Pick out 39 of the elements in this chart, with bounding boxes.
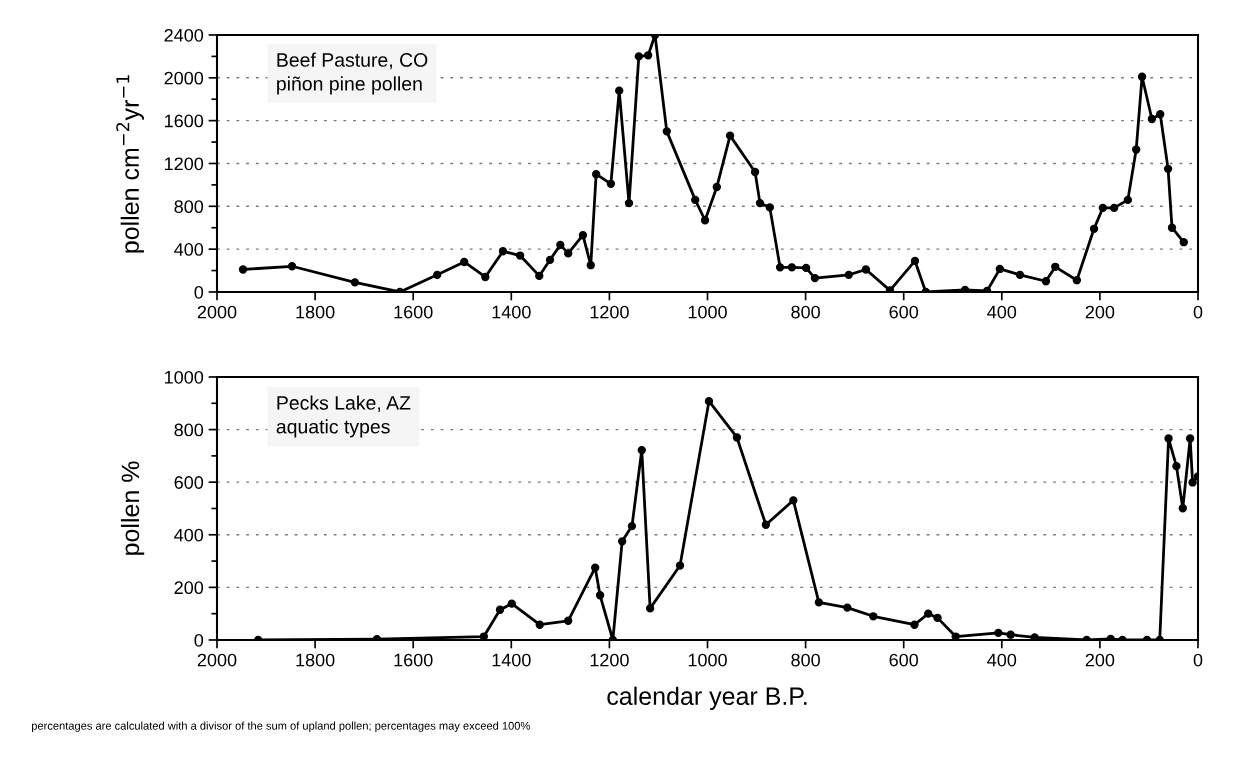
y-tick-label: 0	[194, 633, 204, 647]
x-tick-label: 600	[889, 653, 919, 667]
x-tick-label: 1800	[296, 653, 335, 667]
y-tick-label: 0	[194, 285, 204, 299]
y-tick-label: 800	[174, 423, 204, 437]
x-tick-label: 0	[1193, 653, 1203, 667]
y-tick-label: 1600	[165, 114, 204, 128]
x-tick-label: 0	[1193, 305, 1203, 319]
x-tick-label: 200	[1085, 305, 1115, 319]
annotation: Beef Pasture, CO piñon pine pollen	[277, 52, 428, 95]
y-tick-label: 2000	[164, 71, 204, 85]
x-tick-label: 200	[1085, 653, 1115, 667]
y-tick-label: 400	[174, 243, 204, 256]
y-tick-label: 1000	[165, 370, 204, 384]
y-tick-label: 600	[174, 476, 204, 489]
x-tick-label: 1400	[492, 653, 531, 667]
y-tick-label: 400	[174, 528, 204, 542]
y-tick-label: 200	[174, 581, 204, 595]
y-tick-label: 2400	[164, 28, 204, 42]
annotation: Pecks Lake, AZ aquatic types	[276, 395, 411, 438]
x-tick-label: 1000	[688, 653, 727, 667]
x-axis-title: calendar year B.P.	[607, 686, 807, 710]
y-tick-label: 1200	[165, 157, 204, 171]
x-tick-label: 1600	[394, 653, 433, 667]
x-tick-label: 400	[987, 305, 1017, 319]
x-tick-label: 1400	[492, 305, 531, 319]
x-tick-label: 600	[889, 305, 919, 319]
y-tick-label: 800	[174, 200, 204, 214]
x-tick-label: 1600	[394, 305, 433, 319]
x-tick-label: 400	[987, 653, 1017, 667]
x-tick-label: 800	[791, 653, 820, 667]
y-axis-title: pollen %	[120, 461, 145, 555]
x-tick-label: 800	[791, 305, 820, 319]
y-axis-title: pollen cm$^{−2}$yr$^{−1}$	[116, 75, 144, 253]
x-tick-label: 1800	[296, 305, 335, 319]
x-tick-label: 1200	[590, 653, 629, 667]
text: percentages are calculated with a divisor of the sum of upland pollen; percentages may exceed 100%	[31, 721, 530, 732]
x-tick-label: 1200	[590, 305, 629, 319]
x-tick-label: 1000	[688, 305, 727, 319]
